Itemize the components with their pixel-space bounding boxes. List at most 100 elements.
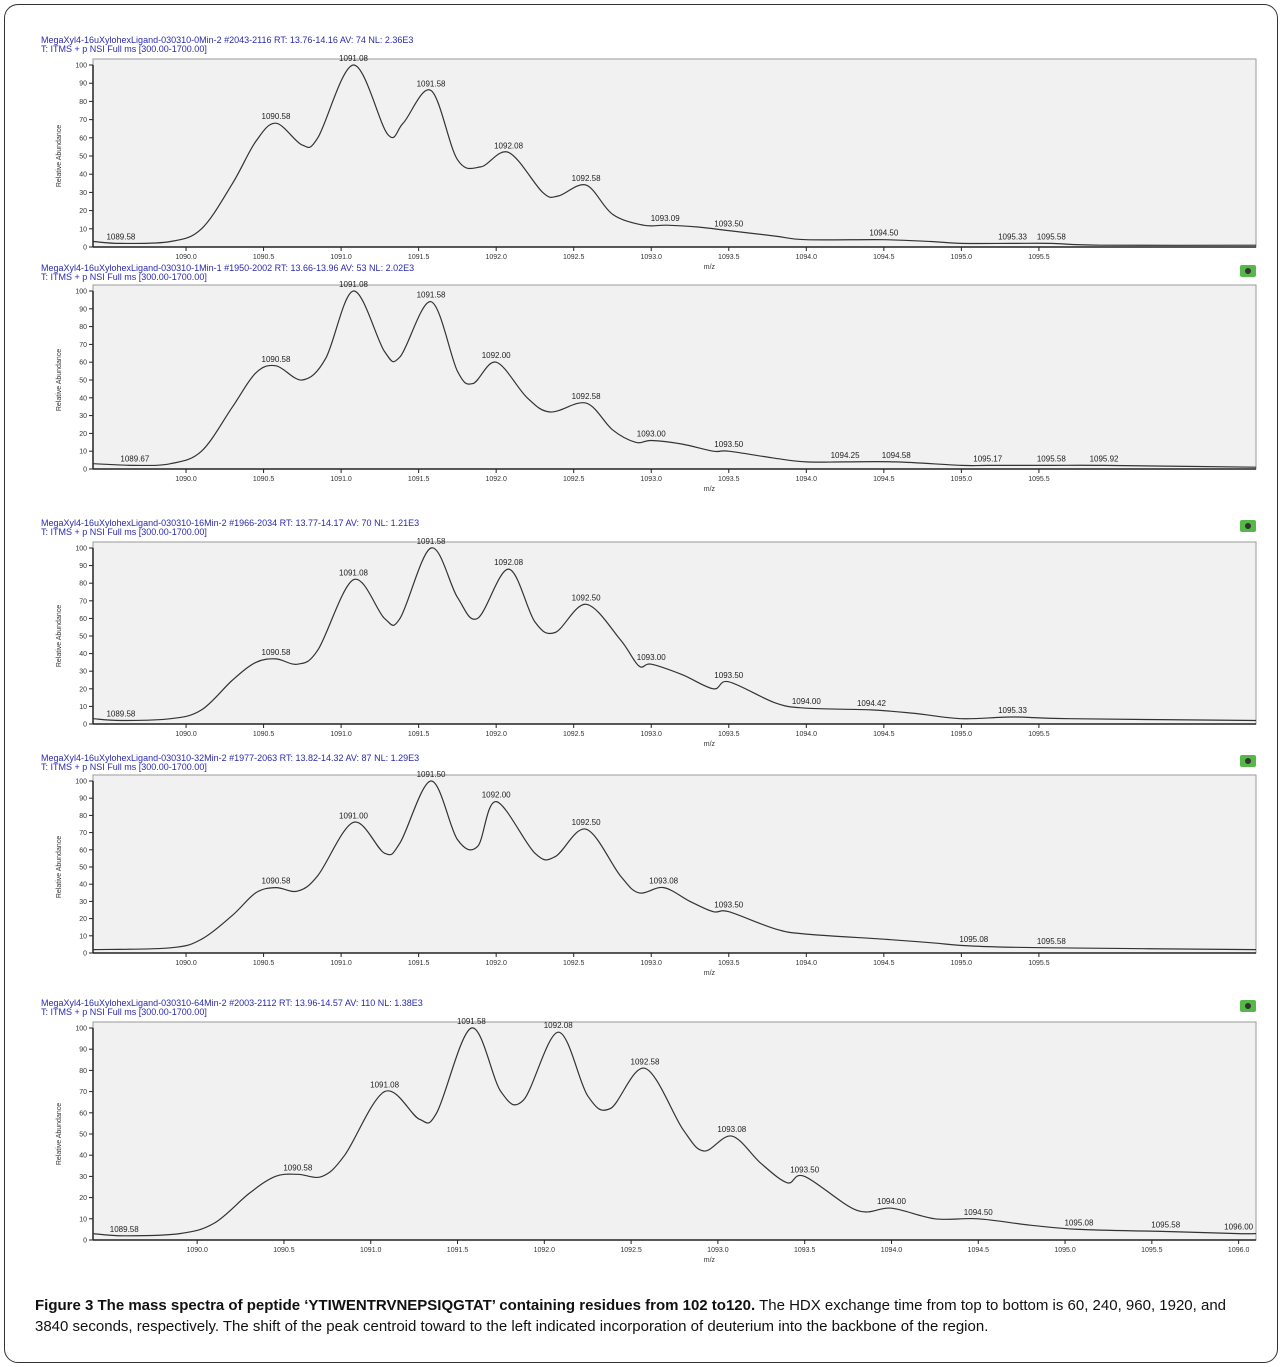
x-tick-label: 1090.0 xyxy=(175,960,197,967)
y-tick-label: 90 xyxy=(79,306,87,313)
x-tick-label: 1092.5 xyxy=(620,1247,642,1254)
y-tick-label: 0 xyxy=(83,951,87,958)
peak-label: 1095.17 xyxy=(973,454,1002,463)
peak-label: 1095.33 xyxy=(998,706,1027,715)
y-tick-label: 80 xyxy=(79,1068,87,1075)
y-tick-label: 100 xyxy=(75,63,87,70)
x-tick-label: 1091.0 xyxy=(330,960,352,967)
peak-label: 1092.00 xyxy=(482,791,511,800)
x-tick-label: 1092.0 xyxy=(485,960,507,967)
x-axis-label: m/z xyxy=(704,970,716,977)
y-tick-label: 0 xyxy=(83,1238,87,1245)
y-tick-label: 10 xyxy=(79,704,87,711)
x-tick-label: 1094.0 xyxy=(796,960,818,967)
x-tick-label: 1094.5 xyxy=(873,476,895,483)
x-tick-label: 1095.5 xyxy=(1028,254,1050,261)
peak-label: 1093.50 xyxy=(714,671,743,680)
y-tick-label: 80 xyxy=(79,99,87,106)
peak-label: 1095.92 xyxy=(1090,454,1119,463)
peak-label: 1094.58 xyxy=(882,451,911,460)
x-tick-label: 1096.0 xyxy=(1228,1247,1250,1254)
y-tick-label: 20 xyxy=(79,916,87,923)
x-tick-label: 1092.0 xyxy=(485,476,507,483)
plot-area xyxy=(92,58,1257,248)
y-tick-label: 70 xyxy=(79,830,87,837)
camera-icon[interactable] xyxy=(1240,755,1256,767)
peak-label: 1091.58 xyxy=(457,1017,486,1026)
y-tick-label: 30 xyxy=(79,190,87,197)
x-tick-label: 1093.0 xyxy=(641,960,663,967)
x-tick-label: 1095.0 xyxy=(951,731,973,738)
y-tick-label: 10 xyxy=(79,933,87,940)
filter-header: T: ITMS + p NSI Full ms [300.00-1700.00] xyxy=(41,44,207,54)
spectrum-line xyxy=(92,547,1257,722)
x-tick-label: 1094.5 xyxy=(873,960,895,967)
peak-label: 1089.58 xyxy=(106,232,135,241)
peak-label: 1094.42 xyxy=(857,699,886,708)
spectrum-panel: MegaXyl4-16uXylohexLigand-030310-16Min-2… xyxy=(35,518,1277,754)
spectrum-plot: 0 10 20 30 40 50 60 70 80 90 100 1090.0 1090.5 1091.0… xyxy=(56,537,1257,748)
peak-label: 1092.50 xyxy=(572,593,601,602)
peak-label: 1091.08 xyxy=(339,569,368,578)
y-tick-label: 40 xyxy=(79,882,87,889)
plot-area xyxy=(92,541,1257,725)
x-tick-label: 1094.0 xyxy=(881,1247,903,1254)
y-tick-label: 0 xyxy=(83,467,87,474)
y-tick-label: 30 xyxy=(79,669,87,676)
filter-header: T: ITMS + p NSI Full ms [300.00-1700.00] xyxy=(41,762,207,772)
y-tick-label: 0 xyxy=(83,722,87,729)
x-axis-label: m/z xyxy=(704,741,716,748)
camera-icon[interactable] xyxy=(1240,265,1256,277)
y-tick-label: 50 xyxy=(79,378,87,385)
y-tick-label: 90 xyxy=(79,796,87,803)
peak-label: 1089.58 xyxy=(110,1225,139,1234)
peak-label: 1090.58 xyxy=(283,1163,312,1172)
x-tick-label: 1094.5 xyxy=(968,1247,990,1254)
spectrum-panel: MegaXyl4-16uXylohexLigand-030310-0Min-2 … xyxy=(35,35,1277,277)
x-tick-label: 1091.5 xyxy=(447,1247,469,1254)
y-axis-label: Relative Abundance xyxy=(56,125,63,187)
peak-label: 1093.00 xyxy=(637,430,666,439)
spectrum-panel: MegaXyl4-16uXylohexLigand-030310-64Min-2… xyxy=(35,998,1277,1270)
x-tick-label: 1095.0 xyxy=(951,960,973,967)
x-tick-label: 1091.5 xyxy=(408,476,430,483)
spectrum-plot: 0 10 20 30 40 50 60 70 80 90 100 1090.0 1090.5 1091.0… xyxy=(56,54,1257,271)
y-tick-label: 100 xyxy=(75,546,87,553)
y-axis-label: Relative Abundance xyxy=(56,1103,63,1165)
plot-area xyxy=(92,284,1257,470)
y-tick-label: 40 xyxy=(79,651,87,658)
peak-label: 1093.09 xyxy=(651,214,680,223)
camera-icon[interactable] xyxy=(1240,520,1256,532)
x-axis-label: m/z xyxy=(704,1257,716,1264)
peak-label: 1089.58 xyxy=(106,709,135,718)
y-tick-label: 80 xyxy=(79,813,87,820)
x-tick-label: 1091.0 xyxy=(330,731,352,738)
y-tick-label: 100 xyxy=(75,1026,87,1033)
spectrum-panel: MegaXyl4-16uXylohexLigand-030310-32Min-2… xyxy=(35,753,1277,983)
camera-icon[interactable] xyxy=(1240,1000,1256,1012)
spectrum-line xyxy=(92,1027,1257,1237)
peak-label: 1092.50 xyxy=(572,818,601,827)
peak-label: 1093.50 xyxy=(790,1165,819,1174)
scan-header: MegaXyl4-16uXylohexLigand-030310-1Min-1 … xyxy=(41,263,415,273)
x-tick-label: 1092.0 xyxy=(534,1247,556,1254)
spectrum-plot: 0 10 20 30 40 50 60 70 80 90 100 1090.0 1090.5 1091.0… xyxy=(56,280,1257,493)
peak-label: 1092.58 xyxy=(631,1057,660,1066)
plot-area xyxy=(92,774,1257,954)
y-tick-label: 50 xyxy=(79,865,87,872)
x-tick-label: 1094.5 xyxy=(873,254,895,261)
scan-header: MegaXyl4-16uXylohexLigand-030310-64Min-2… xyxy=(41,998,423,1008)
peak-label: 1091.50 xyxy=(417,770,446,779)
x-tick-label: 1091.0 xyxy=(330,476,352,483)
peak-label: 1094.00 xyxy=(792,697,821,706)
x-tick-label: 1093.5 xyxy=(718,960,740,967)
x-tick-label: 1092.5 xyxy=(563,254,585,261)
peak-label: 1089.67 xyxy=(120,454,149,463)
x-tick-label: 1090.5 xyxy=(253,731,275,738)
y-tick-label: 90 xyxy=(79,1047,87,1054)
peak-label: 1092.08 xyxy=(544,1021,573,1030)
x-tick-label: 1090.5 xyxy=(253,476,275,483)
peak-label: 1090.58 xyxy=(262,355,291,364)
peak-label: 1091.58 xyxy=(417,291,446,300)
y-tick-label: 30 xyxy=(79,899,87,906)
